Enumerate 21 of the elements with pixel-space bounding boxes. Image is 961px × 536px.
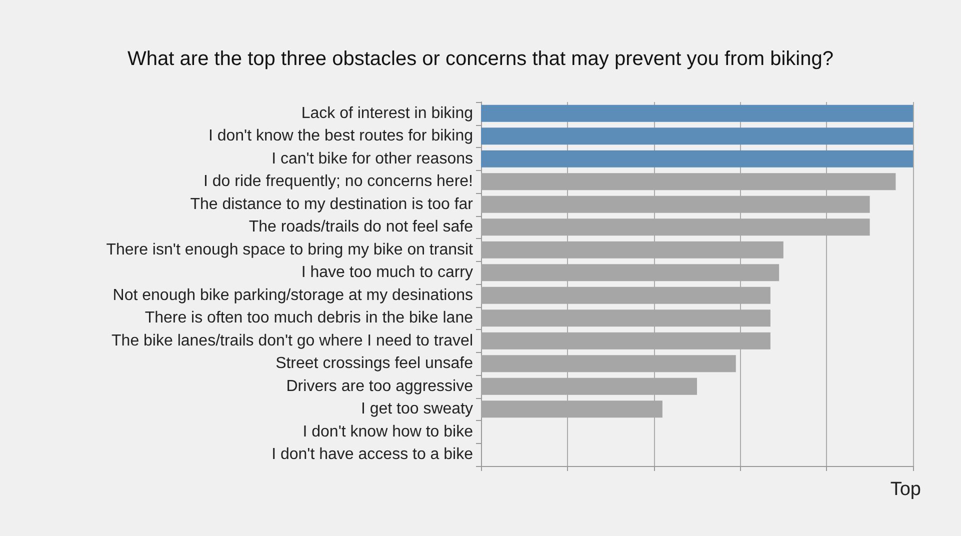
y-tick-label: Lack of interest in biking	[301, 104, 473, 122]
chart-title: What are the top three obstacles or concerns that may prevent you from biking?	[128, 48, 834, 70]
y-tick-label: I don't have access to a bike	[272, 446, 474, 464]
bar	[481, 128, 913, 145]
bar	[481, 150, 913, 168]
y-tick-label: Street crossings feel unsafe	[276, 355, 474, 372]
y-tick-label: I do ride frequently; no concerns here!	[204, 173, 473, 190]
y-tick-label: I don't know how to bike	[302, 423, 474, 440]
y-tick-label: There isn't enough space to bring my bike on transit	[106, 241, 474, 258]
y-tick-label: The roads/trails do not feel safe	[248, 218, 474, 236]
y-tick-label: There is often too much debris in the bike lane	[144, 310, 474, 327]
y-tick-label: The distance to my destination is too far	[190, 196, 474, 213]
y-tick-label: Not enough bike parking/storage at my desinations	[112, 286, 473, 304]
y-tick-label: I can't bike for other reasons	[272, 150, 473, 168]
y-tick-label: I get too sweaty	[360, 400, 473, 418]
y-tick-label: Drivers are too aggressive	[286, 378, 474, 395]
x-axis-title: Top	[890, 479, 921, 500]
y-tick-label: The bike lanes/trails don't go where I need to travel	[112, 332, 473, 350]
y-tick-label: I don't know the best routes for biking	[208, 128, 473, 145]
bar	[481, 104, 913, 122]
y-tick-label: I have too much to carry	[301, 264, 473, 282]
